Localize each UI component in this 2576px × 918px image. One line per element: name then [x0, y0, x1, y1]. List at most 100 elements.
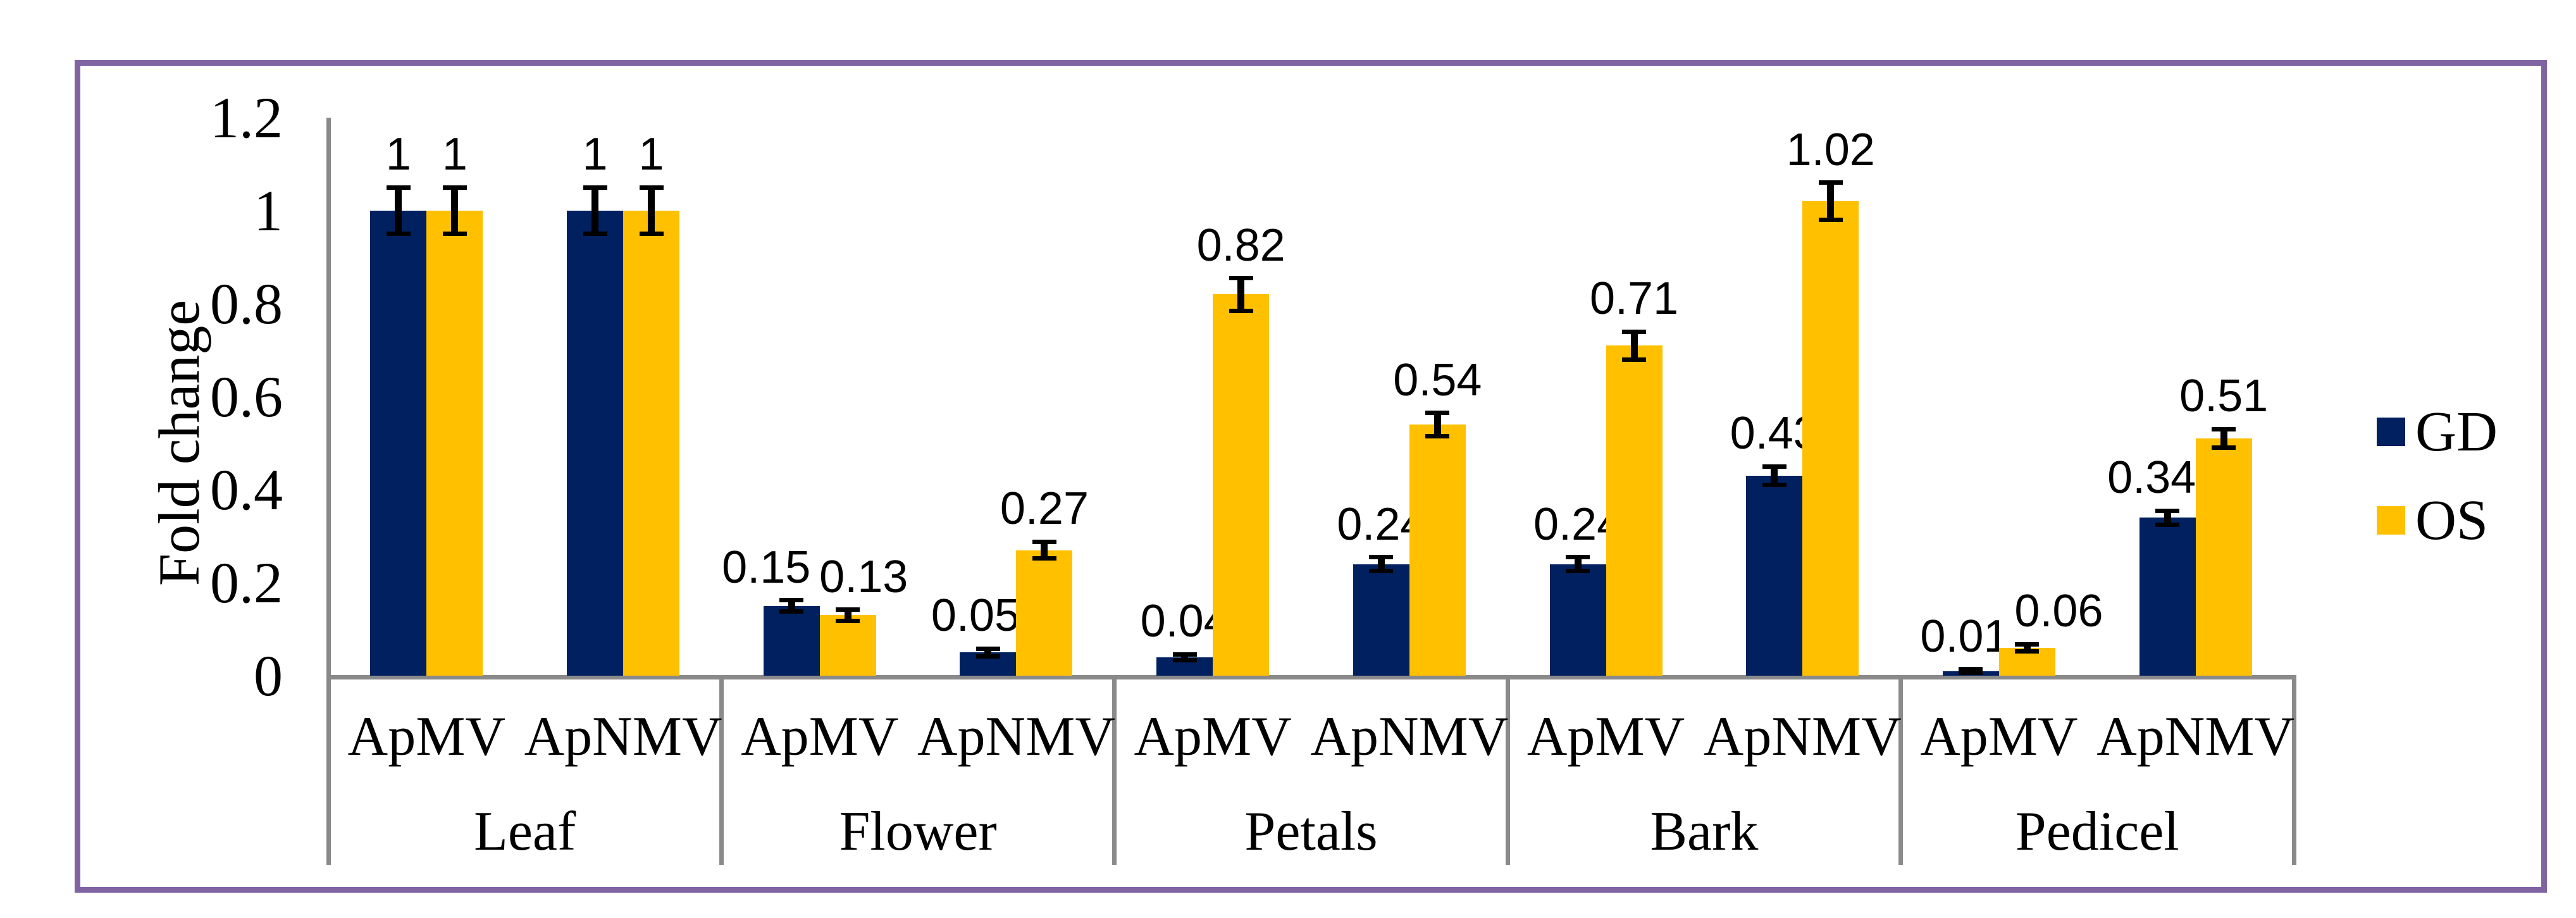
error-bar-cap-top-flower-apnmv-os: [1032, 539, 1056, 544]
bar-flower-apnmv-os: [1016, 550, 1073, 676]
bar-flower-apmv-os: [819, 615, 876, 676]
error-bar-cap-bottom-pedicel-apmv-gd: [1959, 671, 1983, 676]
bar-value-label-flower-apmv-os: 0.13: [819, 551, 908, 602]
error-bar-cap-top-leaf-apmv-gd: [386, 185, 411, 190]
x-label-virus-petals-apnmv: ApNMV: [1310, 706, 1509, 767]
error-bar-cap-top-leaf-apmv-os: [442, 185, 467, 190]
x-label-virus-flower-apmv: ApMV: [741, 706, 899, 767]
y-tick-label-0.6: 0.6: [210, 364, 283, 429]
bar-value-label-petals-apnmv-os: 0.54: [1393, 354, 1482, 406]
bar-bark-apnmv-gd: [1746, 475, 1803, 676]
y-tick-label-0: 0: [254, 643, 283, 708]
bar-value-label-leaf-apnmv-gd: 1: [582, 129, 608, 180]
error-bar-whisker-petals-apnmv-os: [1434, 412, 1441, 437]
x-label-tissue-flower: Flower: [839, 801, 997, 862]
error-bar-cap-top-pedicel-apnmv-os: [2212, 426, 2236, 431]
y-tick-label-0.4: 0.4: [210, 457, 283, 522]
y-tick-label-0.8: 0.8: [210, 271, 283, 336]
bar-bark-apnmv-os: [1802, 201, 1859, 676]
bar-flower-apmv-gd: [763, 605, 820, 676]
bar-value-label-leaf-apmv-os: 1: [442, 129, 468, 180]
category-divider: [2291, 675, 2296, 865]
error-bar-cap-bottom-flower-apmv-os: [836, 618, 860, 623]
category-divider: [1898, 675, 1904, 865]
category-divider: [1112, 675, 1117, 865]
error-bar-cap-top-bark-apnmv-gd: [1762, 464, 1786, 469]
bar-value-label-bark-apmv-os: 0.71: [1589, 273, 1679, 325]
error-bar-cap-top-flower-apnmv-gd: [975, 646, 1000, 651]
figure-border: [75, 60, 2547, 893]
bar-value-label-flower-apmv-gd: 0.15: [722, 542, 811, 593]
bar-value-label-bark-apnmv-os: 1.02: [1786, 124, 1875, 175]
x-label-tissue-pedicel: Pedicel: [2015, 801, 2179, 862]
error-bar-cap-bottom-petals-apmv-os: [1229, 308, 1253, 313]
bar-pedicel-apnmv-gd: [2139, 518, 2196, 676]
bar-bark-apmv-os: [1606, 345, 1663, 676]
x-label-tissue-petals: Petals: [1244, 801, 1378, 862]
x-label-virus-flower-apnmv: ApNMV: [917, 706, 1115, 767]
error-bar-whisker-bark-apmv-os: [1630, 332, 1638, 360]
error-bar-cap-bottom-petals-apmv-gd: [1172, 657, 1197, 662]
error-bar-cap-bottom-leaf-apmv-gd: [386, 232, 411, 237]
x-label-virus-bark-apmv: ApMV: [1526, 706, 1685, 767]
category-divider: [719, 675, 724, 865]
error-bar-cap-top-flower-apmv-gd: [779, 598, 804, 603]
error-bar-cap-top-petals-apmv-os: [1229, 276, 1253, 281]
error-bar-whisker-leaf-apmv-os: [451, 187, 459, 234]
error-bar-whisker-pedicel-apnmv-os: [2220, 429, 2227, 448]
y-axis-title: Fold change: [147, 299, 211, 586]
error-bar-cap-bottom-flower-apnmv-gd: [975, 654, 1000, 659]
error-bar-whisker-flower-apnmv-gd: [984, 648, 992, 657]
bar-petals-apnmv-os: [1409, 425, 1466, 676]
bar-value-label-flower-apnmv-os: 0.27: [1000, 483, 1089, 535]
error-bar-cap-bottom-bark-apnmv-gd: [1762, 483, 1786, 488]
bar-leaf-apnmv-gd: [567, 211, 624, 676]
error-bar-whisker-petals-apmv-gd: [1181, 654, 1189, 660]
bar-petals-apmv-os: [1213, 294, 1270, 676]
x-label-tissue-bark: Bark: [1650, 801, 1759, 862]
x-label-virus-leaf-apnmv: ApNMV: [524, 706, 722, 767]
error-bar-cap-bottom-pedicel-apnmv-gd: [2155, 522, 2180, 527]
bar-leaf-apmv-os: [426, 211, 483, 676]
error-bar-cap-bottom-pedicel-apnmv-os: [2212, 445, 2236, 450]
error-bar-whisker-leaf-apnmv-os: [648, 187, 655, 234]
legend-swatch-gd-icon: [2377, 418, 2405, 446]
bar-leaf-apmv-gd: [370, 211, 427, 676]
error-bar-cap-bottom-leaf-apnmv-os: [639, 232, 664, 237]
error-bar-cap-bottom-bark-apnmv-os: [1818, 218, 1843, 223]
error-bar-cap-bottom-leaf-apmv-os: [442, 232, 467, 237]
bar-petals-apnmv-gd: [1353, 564, 1409, 676]
bar-value-label-leaf-apnmv-os: 1: [638, 129, 664, 180]
error-bar-whisker-flower-apnmv-os: [1041, 542, 1048, 559]
error-bar-cap-bottom-bark-apmv-os: [1622, 357, 1647, 362]
x-label-virus-petals-apmv: ApMV: [1134, 706, 1292, 767]
error-bar-cap-top-flower-apmv-os: [836, 607, 860, 612]
error-bar-cap-bottom-leaf-apnmv-gd: [583, 232, 607, 237]
bar-value-label-pedicel-apnmv-gd: 0.34: [2107, 452, 2196, 504]
bar-value-label-flower-apnmv-gd: 0.05: [931, 590, 1020, 642]
category-divider: [1505, 675, 1510, 865]
error-bar-cap-top-bark-apmv-os: [1622, 329, 1647, 334]
error-bar-cap-top-pedicel-apnmv-gd: [2155, 508, 2180, 513]
bar-value-label-pedicel-apmv-gd: 0.01: [1920, 611, 2009, 662]
error-bar-cap-bottom-flower-apnmv-os: [1032, 556, 1056, 561]
x-label-virus-pedicel-apmv: ApMV: [1920, 706, 2078, 767]
error-bar-cap-top-petals-apnmv-os: [1425, 411, 1450, 416]
error-bar-cap-top-leaf-apnmv-gd: [583, 185, 607, 190]
error-bar-cap-top-bark-apnmv-os: [1818, 180, 1843, 185]
x-axis-line: [326, 675, 2296, 679]
bar-value-label-pedicel-apmv-os: 0.06: [2014, 586, 2103, 637]
bar-value-label-leaf-apmv-gd: 1: [385, 129, 411, 180]
y-tick-label-0.2: 0.2: [210, 550, 283, 615]
error-bar-whisker-petals-apnmv-gd: [1377, 557, 1385, 571]
error-bar-cap-bottom-petals-apnmv-gd: [1369, 569, 1394, 574]
x-label-virus-pedicel-apnmv: ApNMV: [2096, 706, 2295, 767]
error-bar-whisker-flower-apmv-gd: [788, 600, 795, 612]
legend-label-os: OS: [2415, 488, 2489, 552]
bar-leaf-apnmv-os: [623, 211, 680, 676]
y-tick-label-1.2: 1.2: [210, 85, 283, 150]
error-bar-cap-top-petals-apmv-gd: [1172, 652, 1197, 657]
error-bar-cap-bottom-bark-apmv-gd: [1566, 569, 1590, 574]
x-label-virus-leaf-apmv: ApMV: [347, 706, 506, 767]
error-bar-whisker-leaf-apnmv-gd: [591, 187, 599, 234]
